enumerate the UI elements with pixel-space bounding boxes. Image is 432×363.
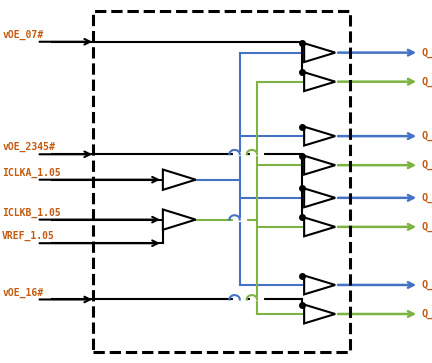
Text: Q_2: Q_2	[421, 131, 432, 141]
Bar	[93, 11, 350, 352]
Polygon shape	[304, 305, 335, 323]
Text: VREF_1.05: VREF_1.05	[2, 231, 55, 241]
Text: Q_3: Q_3	[421, 193, 432, 203]
Text: vOE_2345#: vOE_2345#	[2, 142, 55, 152]
Polygon shape	[304, 127, 335, 146]
Text: vOE_07#: vOE_07#	[2, 30, 43, 40]
Polygon shape	[304, 188, 335, 207]
Polygon shape	[304, 156, 335, 175]
Polygon shape	[304, 72, 335, 91]
Polygon shape	[163, 170, 196, 190]
Polygon shape	[304, 43, 335, 62]
Text: Q_5: Q_5	[421, 222, 432, 232]
Text: ICLKB_1.05: ICLKB_1.05	[2, 208, 61, 218]
Text: Q_7: Q_7	[421, 77, 432, 87]
Text: Q_0: Q_0	[421, 48, 432, 58]
Text: Q_1: Q_1	[421, 280, 432, 290]
Polygon shape	[304, 276, 335, 294]
Polygon shape	[304, 217, 335, 236]
Text: vOE_16#: vOE_16#	[2, 287, 43, 298]
Text: Q_4: Q_4	[421, 160, 432, 170]
Polygon shape	[163, 209, 196, 230]
Text: Q_6: Q_6	[421, 309, 432, 319]
Text: ICLKA_1.05: ICLKA_1.05	[2, 168, 61, 178]
